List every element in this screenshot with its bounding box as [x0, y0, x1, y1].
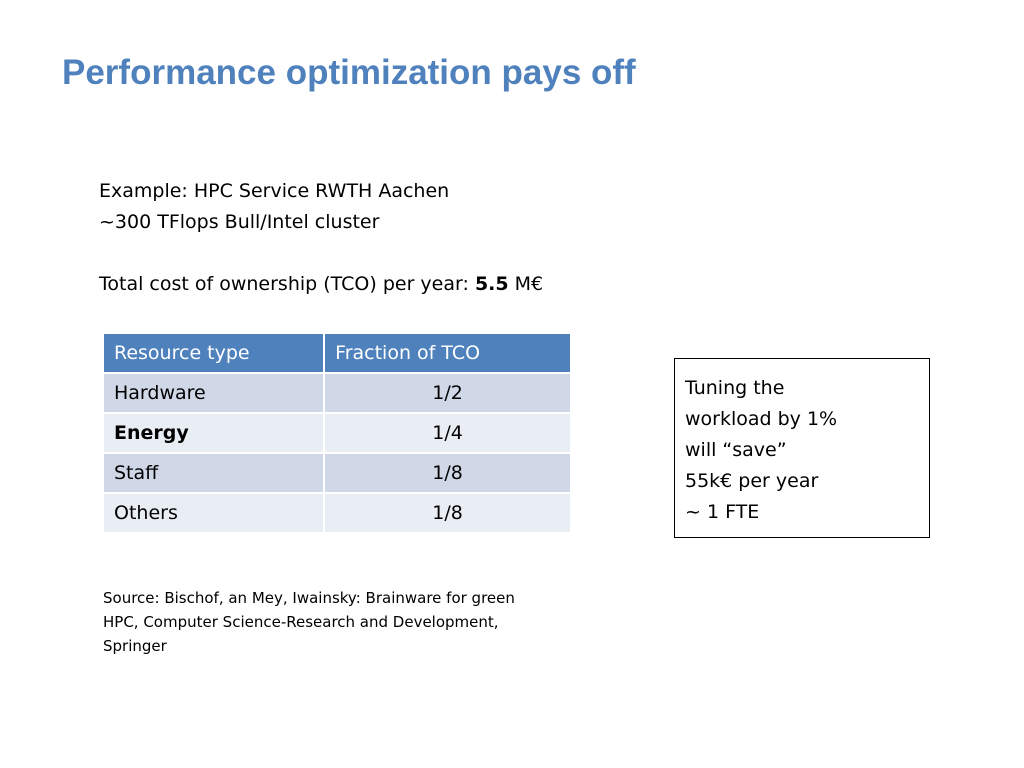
table-header-row: Resource type Fraction of TCO	[101, 332, 572, 374]
fraction-cell: 1/4	[323, 412, 572, 454]
intro-spacer	[99, 238, 543, 269]
resource-cell: Energy	[101, 412, 326, 454]
source-line: HPC, Computer Science-Research and Devel…	[103, 613, 499, 631]
callout-line: workload by 1%	[685, 408, 838, 430]
source-citation: Source: Bischof, an Mey, Iwainsky: Brain…	[103, 586, 515, 658]
savings-callout-box: Tuning the workload by 1% will “save” 55…	[674, 358, 930, 538]
fraction-cell: 1/8	[323, 492, 572, 534]
fraction-cell: 1/2	[323, 372, 572, 414]
intro-example-line: Example: HPC Service RWTH Aachen	[99, 180, 450, 202]
header-fraction-of-tco: Fraction of TCO	[323, 332, 572, 374]
intro-cluster-line: ~300 TFlops Bull/Intel cluster	[99, 211, 380, 233]
callout-line: 55k€ per year	[685, 470, 819, 492]
table-row: Others 1/8	[101, 492, 572, 534]
resource-cell: Staff	[101, 452, 326, 494]
callout-line: will “save”	[685, 439, 787, 461]
tco-unit: M€	[508, 273, 544, 295]
source-line: Source: Bischof, an Mey, Iwainsky: Brain…	[103, 589, 515, 607]
source-line: Springer	[103, 637, 167, 655]
slide-title: Performance optimization pays off	[62, 53, 636, 92]
callout-line: Tuning the	[685, 377, 785, 399]
resource-cell: Others	[101, 492, 326, 534]
tco-prefix: Total cost of ownership (TCO) per year:	[99, 273, 475, 295]
table-row: Energy 1/4	[101, 412, 572, 454]
tco-value: 5.5	[474, 273, 509, 295]
header-resource-type: Resource type	[101, 332, 326, 374]
fraction-cell: 1/8	[323, 452, 572, 494]
resource-cell: Hardware	[101, 372, 326, 414]
intro-tco-line: Total cost of ownership (TCO) per year: …	[99, 269, 543, 300]
intro-text: Example: HPC Service RWTH Aachen ~300 TF…	[99, 176, 543, 300]
table-row: Hardware 1/2	[101, 372, 572, 414]
table-row: Staff 1/8	[101, 452, 572, 494]
callout-line: ~ 1 FTE	[685, 501, 760, 523]
tco-table: Resource type Fraction of TCO Hardware 1…	[101, 332, 572, 534]
